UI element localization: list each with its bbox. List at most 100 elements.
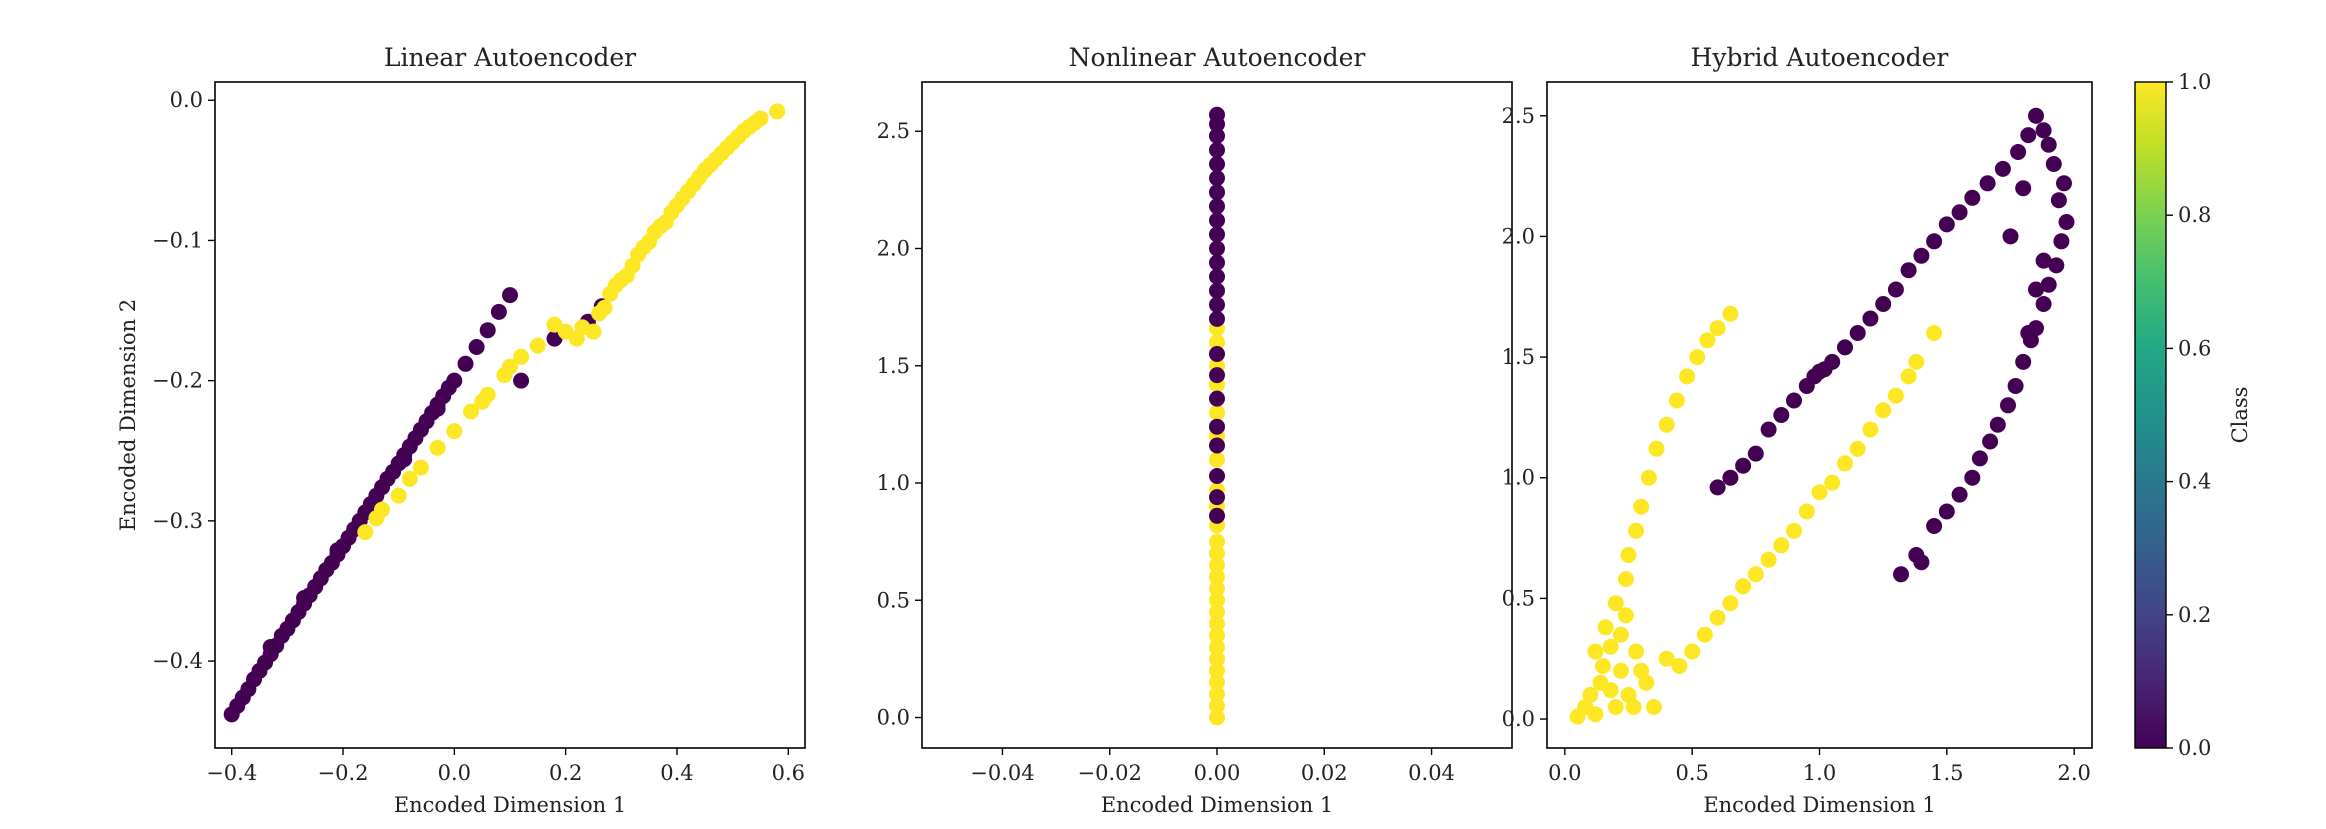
point-class-1 [1209, 662, 1225, 679]
colorbar-tick-label: 0.8 [2178, 203, 2211, 227]
point-class-0 [1862, 310, 1879, 327]
x-tick-label: 0.0 [1548, 761, 1581, 785]
point-class-1 [1638, 674, 1655, 691]
point-class-1 [574, 319, 591, 336]
x-tick-label: −0.02 [1078, 761, 1142, 785]
point-class-1 [1597, 619, 1614, 636]
point-class-1 [529, 337, 546, 354]
point-class-1 [1646, 699, 1662, 715]
point-class-0 [1913, 554, 1930, 571]
x-tick-label: 0.6 [772, 761, 805, 785]
x-tick-label: 0.4 [660, 761, 693, 785]
y-tick-label: 2.5 [1502, 104, 1535, 128]
point-class-1 [502, 358, 518, 375]
point-class-0 [1875, 296, 1892, 312]
y-tick-label: −0.3 [152, 509, 203, 533]
point-class-1 [1786, 522, 1802, 539]
point-class-0 [1786, 392, 1802, 409]
point-class-1 [1747, 566, 1764, 583]
point-class-1 [1696, 626, 1713, 643]
colorbar-ticks: 0.0 0.2 0.4 0.6 0.8 1.0 [2166, 70, 2211, 760]
point-class-1 [1926, 325, 1943, 341]
x-tick-label: 0.00 [1194, 761, 1241, 785]
points-layer [1569, 107, 2075, 725]
point-class-0 [1926, 233, 1943, 250]
point-class-1 [1625, 699, 1642, 715]
y-tick-label: 0.5 [877, 588, 910, 612]
point-class-1 [1658, 650, 1675, 667]
plot-frame [921, 81, 1513, 749]
point-class-1 [1908, 353, 1925, 370]
chart-title: Hybrid Autoencoder [1691, 43, 1949, 72]
point-class-0 [1209, 367, 1225, 384]
point-class-1 [1209, 604, 1225, 620]
point-class-1 [1607, 699, 1624, 715]
point-class-1 [1587, 706, 1604, 723]
point-class-0 [502, 287, 518, 304]
y-tick-label: 2.0 [1502, 224, 1535, 248]
point-class-0 [396, 451, 413, 468]
point-class-1 [1824, 474, 1841, 491]
point-class-0 [2028, 107, 2044, 124]
point-class-0 [1209, 268, 1225, 285]
point-class-0 [2035, 122, 2052, 139]
point-class-0 [2020, 325, 2037, 341]
point-class-1 [1640, 469, 1657, 486]
point-class-1 [1209, 533, 1225, 550]
point-class-0 [479, 322, 496, 339]
point-class-0 [2028, 281, 2044, 298]
point-class-0 [1209, 142, 1225, 158]
point-class-1 [1620, 547, 1637, 563]
point-class-1 [1209, 568, 1225, 585]
point-class-1 [1862, 421, 1879, 438]
point-class-0 [2040, 276, 2057, 293]
y-tick-label: 0.0 [1502, 707, 1535, 731]
point-class-1 [1722, 595, 1739, 612]
point-class-1 [1607, 595, 1624, 612]
x-axis-label: Encoded Dimension 1 [1703, 793, 1935, 817]
point-class-1 [635, 239, 652, 256]
point-class-1 [1602, 682, 1619, 699]
point-class-1 [1209, 557, 1225, 574]
point-class-1 [1735, 578, 1752, 595]
point-class-0 [1209, 346, 1225, 362]
x-tick-label: 1.0 [1803, 761, 1836, 785]
point-class-0 [1760, 421, 1777, 438]
point-class-0 [2015, 353, 2032, 370]
point-class-1 [412, 459, 429, 476]
point-class-0 [2010, 144, 2027, 160]
point-class-0 [1209, 296, 1225, 313]
point-class-0 [262, 639, 279, 655]
point-class-1 [1668, 392, 1685, 409]
point-class-1 [463, 403, 479, 420]
point-class-1 [607, 277, 624, 294]
point-class-0 [1747, 445, 1764, 462]
x-tick-label: −0.2 [318, 761, 369, 785]
x-tick-label: 0.04 [1408, 761, 1455, 785]
point-class-0 [1951, 204, 1968, 221]
point-class-0 [1209, 198, 1225, 215]
point-class-1 [1699, 332, 1716, 349]
point-class-0 [2007, 378, 2024, 394]
point-class-1 [1612, 626, 1629, 643]
point-class-1 [1209, 404, 1225, 421]
y-tick-label: −0.4 [152, 649, 203, 673]
point-class-0 [429, 400, 446, 417]
colorbar-gradient [2134, 81, 2167, 749]
x-tick-label: −0.04 [970, 761, 1034, 785]
point-class-0 [2058, 214, 2075, 230]
point-class-0 [2015, 180, 2032, 197]
y-tick-label: 2.0 [877, 237, 910, 261]
colorbar-tick-label: 0.6 [2178, 336, 2211, 360]
nonlinear-autoencoder-panel: Nonlinear Autoencoder −0.04 −0.02 0.00 0.02… [877, 43, 1513, 817]
colorbar-tick-label: 0.0 [2178, 736, 2211, 760]
point-class-0 [1994, 160, 2011, 177]
point-class-1 [1849, 440, 1866, 457]
point-class-0 [1209, 507, 1225, 524]
point-class-1 [1617, 607, 1634, 624]
point-class-1 [752, 110, 769, 127]
point-class-0 [1837, 339, 1853, 356]
point-class-0 [1209, 310, 1225, 327]
point-class-1 [591, 305, 608, 322]
point-class-0 [1887, 281, 1904, 298]
